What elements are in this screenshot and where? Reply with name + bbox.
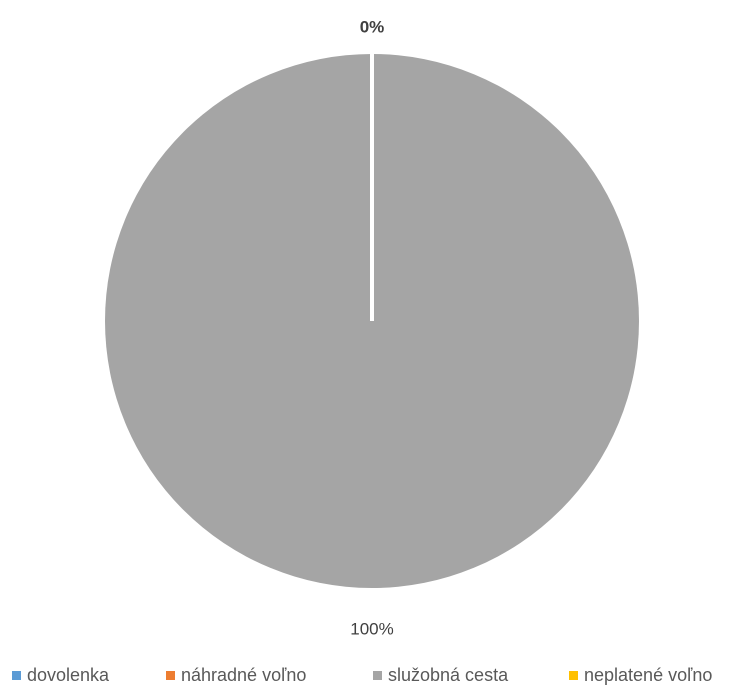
legend-swatch [12,670,21,680]
legend-swatch [373,670,382,680]
pie-slices [105,53,639,588]
legend-label: služobná cesta [388,664,509,685]
pie-data-labels: 100% 0% [350,17,393,638]
legend-item-neplatene-volno: neplatené voľno [569,660,712,690]
data-label-sluzobna-cesta: 100% [350,619,393,638]
legend-label: dovolenka [27,664,110,685]
data-label-neplatene-volno: 0% [360,17,385,36]
legend-item-dovolenka: dovolenka [12,660,109,690]
legend: dovolenka náhradné voľno služobná cesta nep… [0,660,748,690]
legend-swatch [166,670,175,680]
legend-item-sluzobna-cesta: služobná cesta [373,660,508,690]
legend-item-nahradne-volno: náhradné voľno [166,660,306,690]
legend-label: náhradné voľno [181,664,307,685]
legend-swatch [569,670,578,680]
legend-label: neplatené voľno [584,664,713,685]
